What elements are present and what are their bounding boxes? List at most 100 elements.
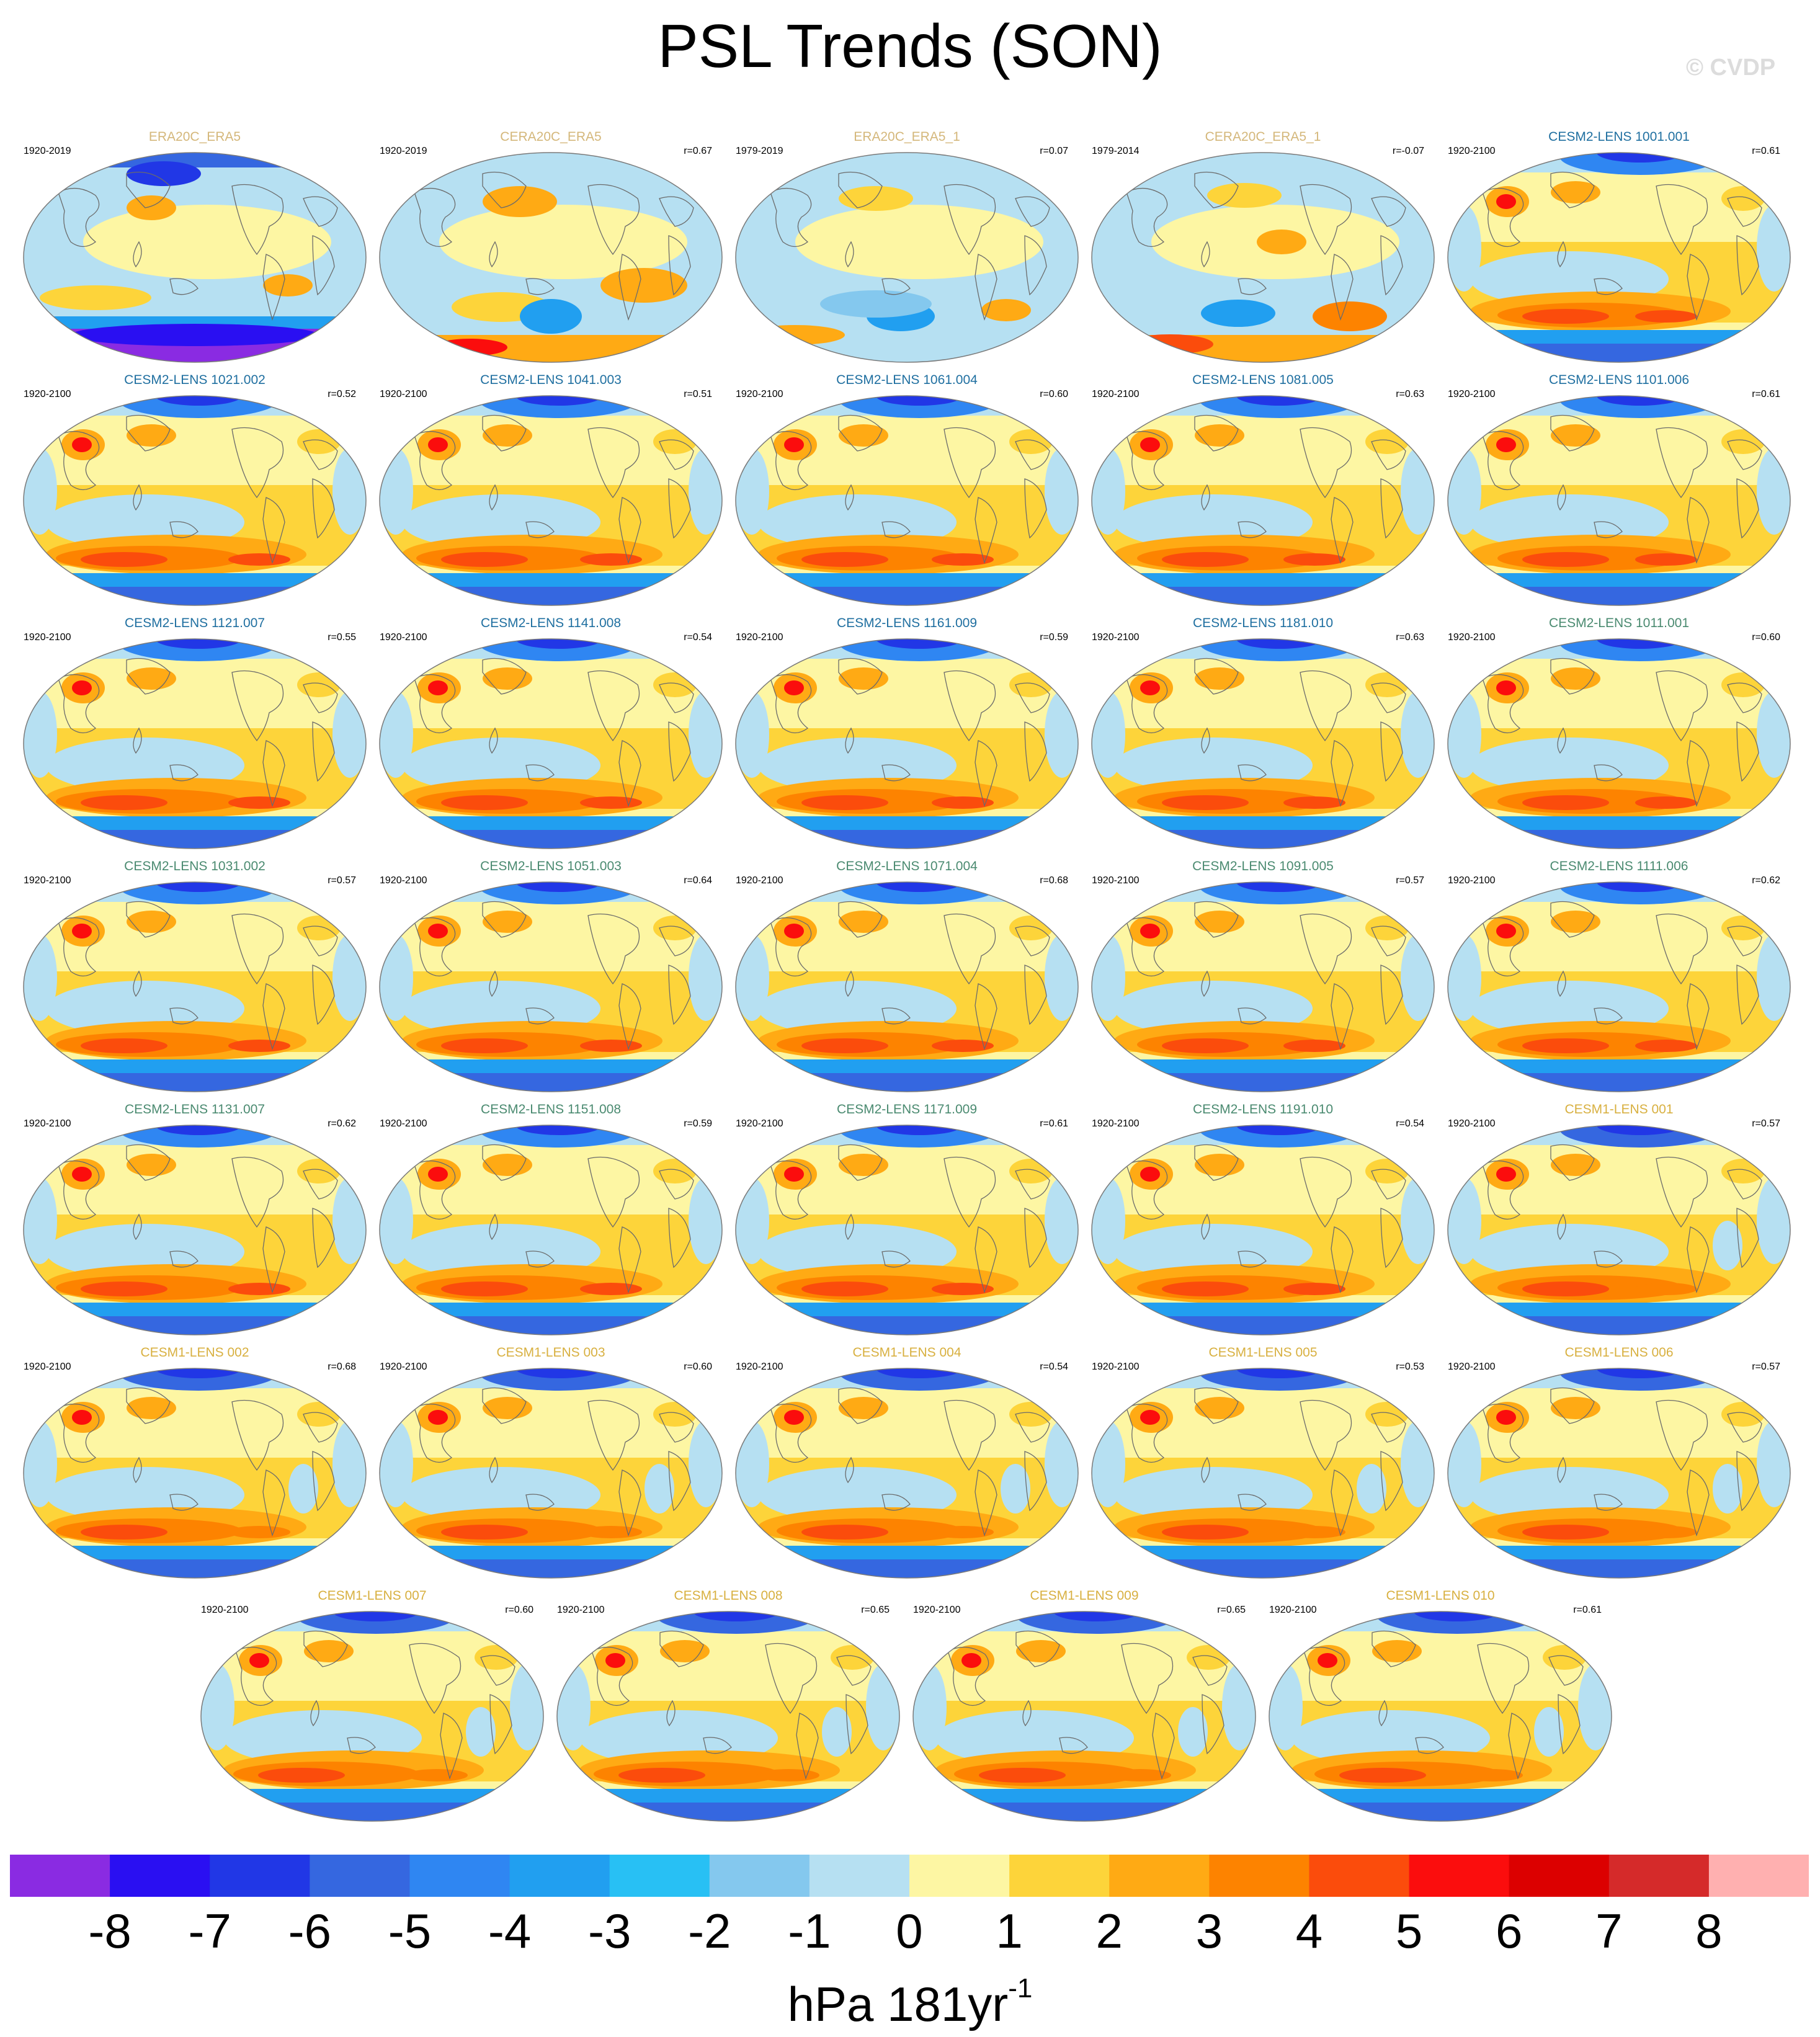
panel-period: 1920-2100 <box>1092 1362 1140 1372</box>
coastline <box>1300 670 1352 742</box>
panel-period: 1920-2100 <box>380 875 427 886</box>
coastline <box>1687 254 1710 321</box>
coastline <box>838 414 883 452</box>
map-panel: CESM1-LENS 003 1920-2100 r=0.60 <box>377 1345 725 1587</box>
coastline <box>838 1144 883 1181</box>
southern-high-max <box>1162 1525 1249 1540</box>
coastline <box>126 1387 171 1424</box>
panel-case-name: CESM1-LENS 001 <box>1564 1102 1674 1117</box>
panel-period: 1920-2100 <box>1092 632 1140 643</box>
coastline <box>659 196 694 227</box>
map-panel: CESM2-LENS 1111.006 1920-2100 r=0.62 <box>1445 858 1793 1100</box>
southern-high-max <box>1635 1040 1697 1052</box>
coastline <box>1550 657 1595 695</box>
southern-ocean-low <box>1092 1059 1434 1073</box>
southern-high-max <box>801 795 888 810</box>
coastline <box>489 1694 512 1755</box>
south-america-anomaly <box>822 1707 852 1757</box>
panel-period: 1920-2100 <box>557 1605 605 1615</box>
map-boundary <box>1091 152 1435 363</box>
panel-pattern-correlation: r=0.52 <box>328 389 356 399</box>
trend-map <box>1447 1125 1791 1335</box>
coastline <box>943 670 996 742</box>
arctic-low-core <box>1236 1125 1323 1135</box>
coastline <box>838 657 883 695</box>
coastline <box>1194 171 1239 208</box>
coastline <box>1015 1412 1050 1443</box>
trend-map <box>23 152 367 363</box>
coastline <box>1201 1456 1210 1484</box>
coastline <box>1300 1156 1352 1228</box>
southern-ocean-low <box>736 816 1078 830</box>
coastline <box>1201 727 1210 754</box>
coastline <box>881 278 911 295</box>
southern-high-max <box>801 552 888 567</box>
eastern-edge-anomaly <box>1401 448 1434 535</box>
arctic-low-core <box>1597 153 1684 163</box>
south-america-anomaly <box>1357 1221 1386 1270</box>
coastline <box>303 1412 338 1443</box>
coastline <box>587 184 640 256</box>
coastline <box>1371 925 1406 956</box>
coastline <box>525 1250 555 1268</box>
eastern-edge-anomaly <box>689 691 722 778</box>
colorbar-tick-label: -4 <box>488 1904 532 1958</box>
panel-case-name: ERA20C_ERA5_1 <box>854 130 960 144</box>
coastline <box>440 1713 463 1780</box>
coastline <box>1727 439 1762 470</box>
arctic-low-core <box>876 1125 963 1135</box>
coastline <box>1415 1737 1444 1754</box>
panel-case-name: CESM1-LENS 008 <box>674 1589 783 1603</box>
map-boundary <box>379 638 723 849</box>
western-edge-anomaly <box>557 1664 591 1750</box>
map-boundary <box>379 881 723 1092</box>
asia-high-core <box>784 924 804 938</box>
map-boundary <box>1447 395 1791 606</box>
arctic-low-core <box>1236 882 1323 892</box>
coastline <box>489 241 498 268</box>
map-panel: CESM2-LENS 1131.007 1920-2100 r=0.62 <box>21 1102 368 1344</box>
colorbar-tick-label: -7 <box>188 1904 231 1958</box>
panel-case-name: CESM1-LENS 002 <box>140 1345 249 1360</box>
arctic-low-core <box>332 1611 419 1621</box>
map-panel: ERA20C_ERA5_1 1979-2019 r=0.07 <box>733 129 1081 371</box>
coastline <box>1300 913 1352 985</box>
asia-high-core <box>1140 1167 1160 1182</box>
map-boundary <box>379 1125 723 1335</box>
southern-high-max <box>1283 553 1345 566</box>
pacific-high <box>127 195 176 220</box>
southern-high-max <box>258 1768 345 1783</box>
arctic-low-core <box>515 882 602 892</box>
south-america-anomaly <box>1713 734 1742 784</box>
trend-map <box>379 395 723 606</box>
map-panel: CESM1-LENS 010 1920-2100 r=0.61 <box>1267 1588 1614 1830</box>
western-edge-anomaly <box>380 448 413 535</box>
coastline <box>703 1737 732 1754</box>
western-edge-anomaly <box>736 934 769 1021</box>
coastline <box>881 521 911 538</box>
coastline <box>1371 1412 1406 1443</box>
coastline <box>1238 764 1267 782</box>
southern-high-max <box>81 1525 167 1540</box>
eastern-edge-anomaly <box>689 1177 722 1264</box>
coastline <box>1015 1169 1050 1200</box>
southern-ocean-low <box>1269 1789 1612 1803</box>
panel-period: 1920-2100 <box>1448 1118 1496 1129</box>
coastline <box>1194 657 1239 695</box>
coastline <box>1550 1387 1595 1424</box>
coastline <box>1126 917 1168 977</box>
coastline <box>262 497 285 564</box>
southern-high-max <box>1635 553 1697 566</box>
western-edge-anomaly <box>24 691 57 778</box>
coastline <box>1736 1208 1759 1268</box>
western-edge-anomaly <box>24 1177 57 1264</box>
coastline <box>1550 1144 1595 1181</box>
western-edge-anomaly <box>736 448 769 535</box>
south-america-anomaly <box>645 1221 674 1270</box>
south-america-anomaly <box>1357 734 1386 784</box>
eastern-edge-anomaly <box>1401 934 1434 1021</box>
map-panel: CESM1-LENS 005 1920-2100 r=0.53 <box>1089 1345 1437 1587</box>
coastline <box>1022 1700 1032 1727</box>
southern-ocean-low <box>24 1059 366 1073</box>
southern-ocean-low <box>24 1303 366 1316</box>
